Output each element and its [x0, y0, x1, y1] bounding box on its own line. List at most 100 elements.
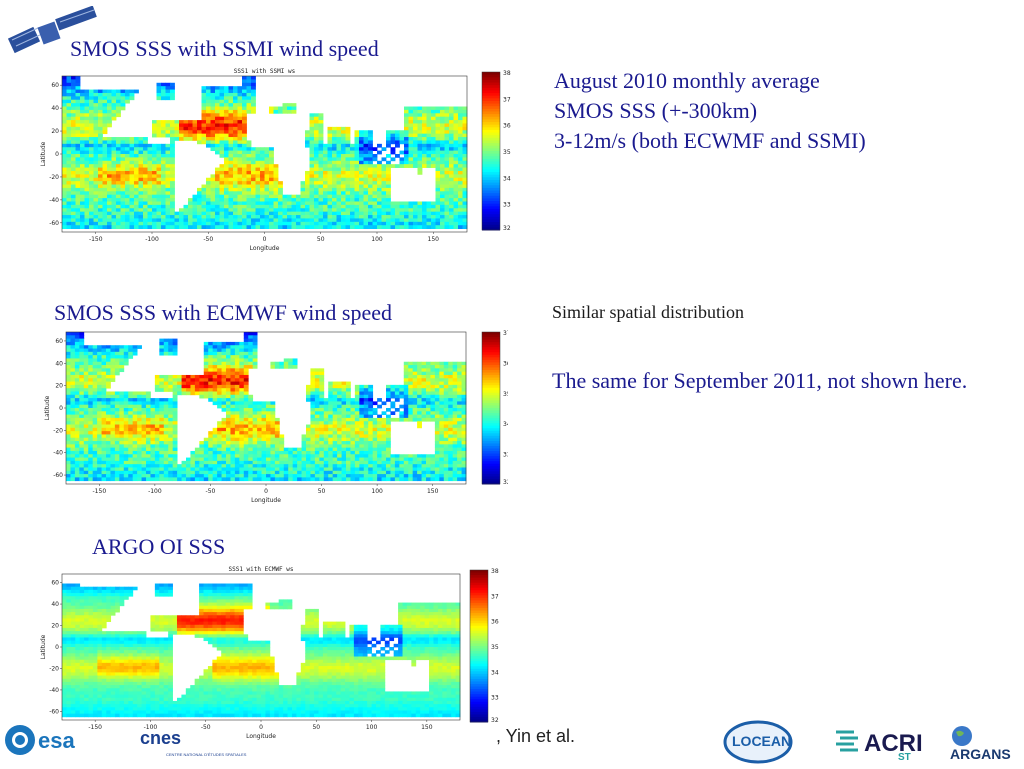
x-tick-label: 50	[318, 488, 326, 495]
locean-logo-text: LOCEAN	[732, 733, 791, 749]
y-axis-label: Latitude	[40, 141, 47, 166]
colorbar-tick-label: 38	[491, 568, 499, 575]
y-tick-label: -60	[49, 708, 59, 715]
x-axis-label: Longitude	[250, 245, 280, 252]
description-line: 3-12m/s (both ECWMF and SSMI)	[554, 126, 1014, 156]
colorbar: 37 36 35 34 33 32	[482, 330, 508, 486]
colorbar-tick-label: 33	[503, 202, 511, 209]
y-tick-label: 0	[55, 644, 59, 651]
acri-logo-text: ACRI	[864, 730, 923, 758]
y-tick-label: 40	[55, 360, 63, 367]
description-line: SMOS SSS (+-300km)	[554, 96, 1014, 126]
y-tick-label: -20	[53, 427, 63, 434]
y-tick-label: -60	[53, 472, 63, 479]
similar-note: Similar spatial distribution	[552, 302, 744, 323]
acri-logo-subtitle: ST	[898, 752, 911, 763]
x-tick-label: 150	[427, 488, 439, 495]
y-tick-label: 0	[59, 405, 63, 412]
x-tick-label: 100	[366, 724, 378, 731]
colorbar-tick-label: 35	[491, 644, 499, 651]
colorbar-tick-label: 36	[503, 123, 511, 130]
x-tick-label: 100	[371, 236, 383, 243]
map-small-title: SSS1 with SSMI ws	[234, 68, 296, 75]
colorbar-tick-label: 33	[491, 695, 499, 702]
map-small-title: SSS1 with ECMWF ws	[228, 566, 293, 573]
cnes-logo-subtitle: CENTRE NATIONAL D'ÉTUDES SPATIALES	[166, 752, 246, 757]
colorbar-tick-label: 33	[503, 452, 508, 459]
colorbar-tick-label: 32	[491, 717, 499, 724]
y-tick-label: 60	[55, 338, 63, 345]
x-tick-label: 0	[263, 236, 267, 243]
sss-field-cells	[62, 584, 460, 718]
acri-emblem-icon	[834, 726, 868, 760]
colorbar-tick-label: 34	[491, 669, 499, 676]
same-note: The same for September 2011, not shown h…	[552, 366, 982, 396]
x-tick-label: 50	[312, 724, 320, 731]
x-tick-label: -100	[148, 488, 162, 495]
y-tick-label: -40	[53, 450, 63, 457]
esa-logo-text: esa	[38, 728, 75, 754]
x-tick-label: -150	[88, 724, 102, 731]
y-tick-label: -60	[49, 220, 59, 227]
colorbar-tick-label: 37	[503, 330, 508, 337]
y-axis-label: Latitude	[44, 395, 51, 420]
colorbar-tick-label: 37	[503, 96, 511, 103]
sss-field-cells	[62, 76, 467, 229]
x-tick-label: -100	[145, 236, 159, 243]
colorbar-tick-label: 35	[503, 391, 508, 398]
y-tick-label: 0	[55, 151, 59, 158]
description-block: August 2010 monthly average SMOS SSS (+-…	[554, 66, 1014, 156]
y-tick-label: -40	[49, 687, 59, 694]
argans-logo-text: ARGANS	[950, 746, 1011, 762]
cnes-logo: cnes CENTRE NATIONAL D'ÉTUDES SPATIALES	[130, 726, 240, 764]
colorbar-tick-label: 32	[503, 225, 511, 232]
x-axis-label: Longitude	[246, 733, 276, 740]
colorbar-tick-label: 34	[503, 421, 508, 428]
colorbar-tick-label: 36	[491, 619, 499, 626]
esa-logo: esa	[0, 718, 80, 764]
colorbar-tick-label: 34	[503, 175, 511, 182]
y-tick-label: 60	[51, 82, 59, 89]
acri-logo: ACRI ST	[834, 726, 924, 766]
credit-text: , Yin et al.	[496, 726, 575, 747]
y-tick-label: -20	[49, 665, 59, 672]
y-tick-label: 40	[51, 601, 59, 608]
y-tick-label: 60	[51, 580, 59, 587]
x-tick-label: 100	[371, 488, 383, 495]
y-axis-label: Latitude	[40, 634, 47, 659]
cnes-logo-text: cnes	[140, 728, 181, 749]
x-tick-label: 150	[428, 236, 440, 243]
x-tick-label: 0	[264, 488, 268, 495]
x-tick-label: 0	[259, 724, 263, 731]
sss-field-cells	[66, 332, 466, 481]
colorbar-tick-label: 38	[503, 70, 511, 77]
x-tick-label: 50	[317, 236, 325, 243]
y-tick-label: 20	[51, 623, 59, 630]
colorbar-tick-label: 32	[503, 479, 508, 486]
map2-title: SMOS SSS with ECMWF wind speed	[54, 300, 392, 326]
y-tick-label: 20	[55, 383, 63, 390]
colorbar-tick-label: 37	[491, 593, 499, 600]
description-line: August 2010 monthly average	[554, 66, 1014, 96]
x-tick-label: -50	[206, 488, 216, 495]
colorbar-tick-label: 36	[503, 360, 508, 367]
map1-title: SMOS SSS with SSMI wind speed	[70, 36, 379, 62]
x-tick-label: -150	[93, 488, 107, 495]
x-tick-label: 150	[421, 724, 433, 731]
x-tick-label: -50	[203, 236, 213, 243]
y-tick-label: -40	[49, 197, 59, 204]
y-tick-label: 20	[51, 128, 59, 135]
y-tick-label: 40	[51, 105, 59, 112]
x-tick-label: -150	[89, 236, 103, 243]
y-tick-label: -20	[49, 174, 59, 181]
globe-icon	[950, 724, 974, 748]
colorbar-tick-label: 35	[503, 149, 511, 156]
sss-map-ssmi: SSS1 with SSMI ws -150 -100 -50 0 50 100 150 Lon…	[34, 62, 514, 252]
colorbar: 38 37 36 35 34 33 32	[482, 70, 511, 232]
colorbar: 38 37 36 35 34 33 32	[470, 568, 499, 724]
map3-title: ARGO OI SSS	[92, 534, 225, 560]
locean-logo: LOCEAN	[722, 720, 794, 764]
argans-logo: ARGANS	[946, 722, 1022, 766]
